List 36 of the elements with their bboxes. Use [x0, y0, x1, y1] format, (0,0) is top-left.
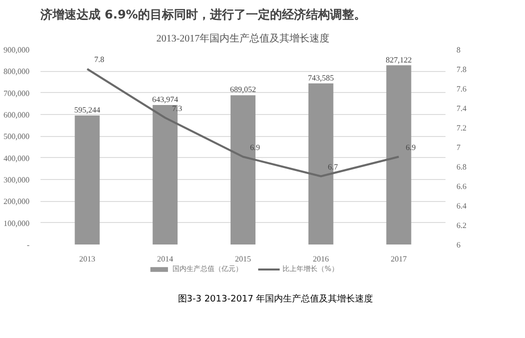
bar	[74, 116, 100, 244]
data-label: 7.8	[94, 55, 104, 64]
y-tick-label: 400,000	[4, 154, 30, 163]
data-label: 643,974	[152, 94, 178, 104]
x-tick-label: 2016	[312, 254, 329, 264]
text: 济增速达成 6.9%的目标同时，进行了一定的经济结构调整。	[40, 8, 366, 22]
y-tick-label: 700,000	[4, 88, 30, 98]
x-tick-label: 2013	[79, 254, 96, 264]
y-tick-label: 100,000	[4, 218, 30, 228]
y2-tick-label: 7.2	[456, 124, 466, 132]
y2-tick-label: 7.4	[456, 104, 466, 113]
caption: 图3-3 2013-2017 年国内生产总值及其增长速度	[178, 294, 374, 304]
x-tick-label: 2014	[157, 254, 174, 264]
y-tick-label: 300,000	[4, 176, 30, 184]
y2-tick-label: 7.6	[456, 84, 466, 94]
y2-tick-label: 6.2	[456, 221, 466, 230]
y-tick-label: -	[26, 240, 30, 250]
y-tick-label: 900,000	[4, 46, 30, 54]
y2-tick-label: 6.6	[456, 182, 466, 191]
y-tick-label: 800,000	[4, 67, 30, 76]
y-tick-label: 600,000	[4, 110, 30, 120]
x-tick-label: 2017	[390, 254, 407, 264]
y2-tick-label: 8	[456, 46, 460, 54]
y2-tick-label: 7.8	[456, 65, 466, 74]
y-tick-label: 500,000	[4, 132, 30, 142]
y2-tick-label: 6.8	[456, 162, 466, 172]
data-label: 689,052	[230, 85, 256, 94]
data-label: 743,585	[308, 73, 334, 82]
y2-tick-label: 7	[456, 143, 460, 152]
y-tick-label: 200,000	[4, 197, 30, 206]
data-label: 827,122	[386, 55, 412, 64]
y2-tick-label: 6.4	[456, 202, 466, 210]
chart-title: 2013-2017年国内生产总值及其增长速度	[156, 32, 330, 44]
x-tick-label: 2015	[235, 254, 251, 264]
data-label: 595,244	[74, 106, 100, 115]
y2-tick-label: 6	[456, 240, 460, 250]
